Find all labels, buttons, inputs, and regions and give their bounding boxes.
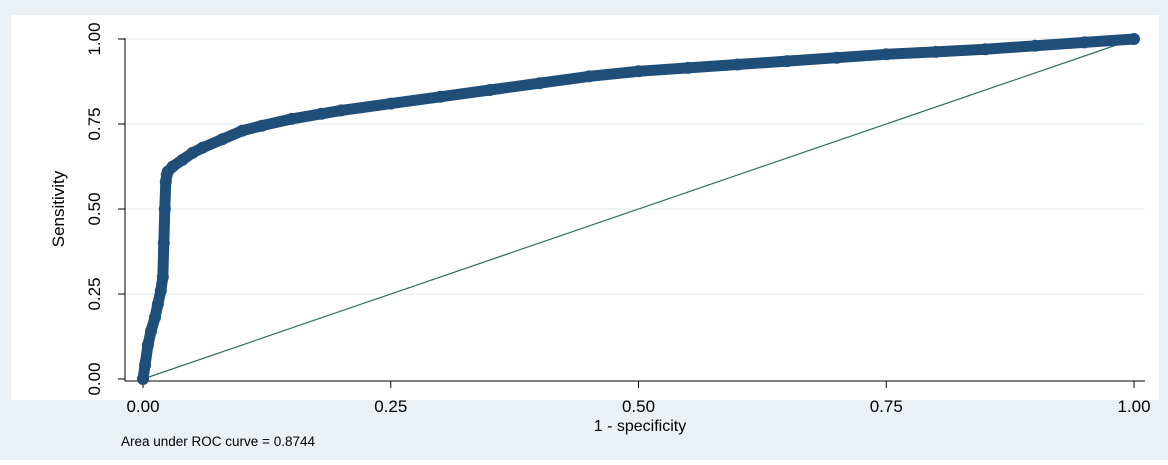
roc-curve-point xyxy=(880,48,893,61)
roc-curve-point xyxy=(148,311,161,324)
grid-layer xyxy=(125,38,1145,295)
roc-curve-point xyxy=(335,104,348,117)
roc-curve-point xyxy=(154,284,167,297)
series-layer xyxy=(137,33,1140,385)
roc-curve-point xyxy=(384,97,397,110)
roc-curve-point xyxy=(196,141,209,154)
ticks: 0.00 0.25 0.50 0.75 1.00 0.00 0.25 0.50 0.75 1.00 xyxy=(85,22,1151,416)
roc-curve-point xyxy=(830,51,843,64)
roc-curve-point xyxy=(781,55,794,68)
x-axis-label: 1 - specificity xyxy=(594,418,686,435)
roc-curve-point xyxy=(682,61,695,74)
roc-curve-point xyxy=(141,339,154,351)
roc-curve-point xyxy=(156,271,169,283)
roc-curve-point xyxy=(285,112,298,125)
roc-curve-point xyxy=(1128,33,1140,45)
roc-curve-point xyxy=(1028,39,1041,52)
y-tick-label: 0.00 xyxy=(85,362,104,395)
roc-curve-point xyxy=(533,77,546,90)
roc-curve-point xyxy=(255,119,268,132)
roc-curve-point xyxy=(176,153,189,166)
roc-curve-point xyxy=(979,43,992,56)
y-axis-label: Sensitivity xyxy=(49,170,68,247)
roc-curve-point xyxy=(315,107,328,120)
roc-curve-point xyxy=(144,325,157,338)
x-tick-label: 1.00 xyxy=(1117,397,1150,416)
roc-curve-point xyxy=(632,65,645,78)
auc-note: Area under ROC curve = 0.8744 xyxy=(121,434,315,449)
roc-curve-point xyxy=(151,298,164,311)
roc-curve-point xyxy=(157,237,170,249)
x-tick-label: 0.75 xyxy=(870,397,903,416)
roc-curve-point xyxy=(216,133,229,146)
y-tick-label: 1.00 xyxy=(85,22,104,55)
x-tick-label: 0.50 xyxy=(622,397,655,416)
roc-curve-point xyxy=(929,45,942,58)
roc-curve-point xyxy=(236,124,249,137)
x-tick-label: 0.00 xyxy=(126,397,159,416)
roc-curve-point xyxy=(731,58,744,71)
y-tick-label: 0.50 xyxy=(85,192,104,225)
roc-curve-point xyxy=(166,160,179,173)
roc-curve-point xyxy=(137,373,149,385)
x-tick-label: 0.25 xyxy=(374,397,407,416)
roc-curve-point xyxy=(582,70,595,83)
roc-curve-point xyxy=(186,146,199,159)
roc-curve-point xyxy=(1078,36,1091,49)
roc-curve-point xyxy=(158,203,171,215)
roc-curve-point xyxy=(138,359,151,372)
roc-curve-point xyxy=(483,84,496,96)
y-tick-label: 0.25 xyxy=(85,277,104,310)
y-tick-label: 0.75 xyxy=(85,107,104,140)
reference-line xyxy=(142,38,1135,380)
roc-curve-point xyxy=(434,90,447,103)
